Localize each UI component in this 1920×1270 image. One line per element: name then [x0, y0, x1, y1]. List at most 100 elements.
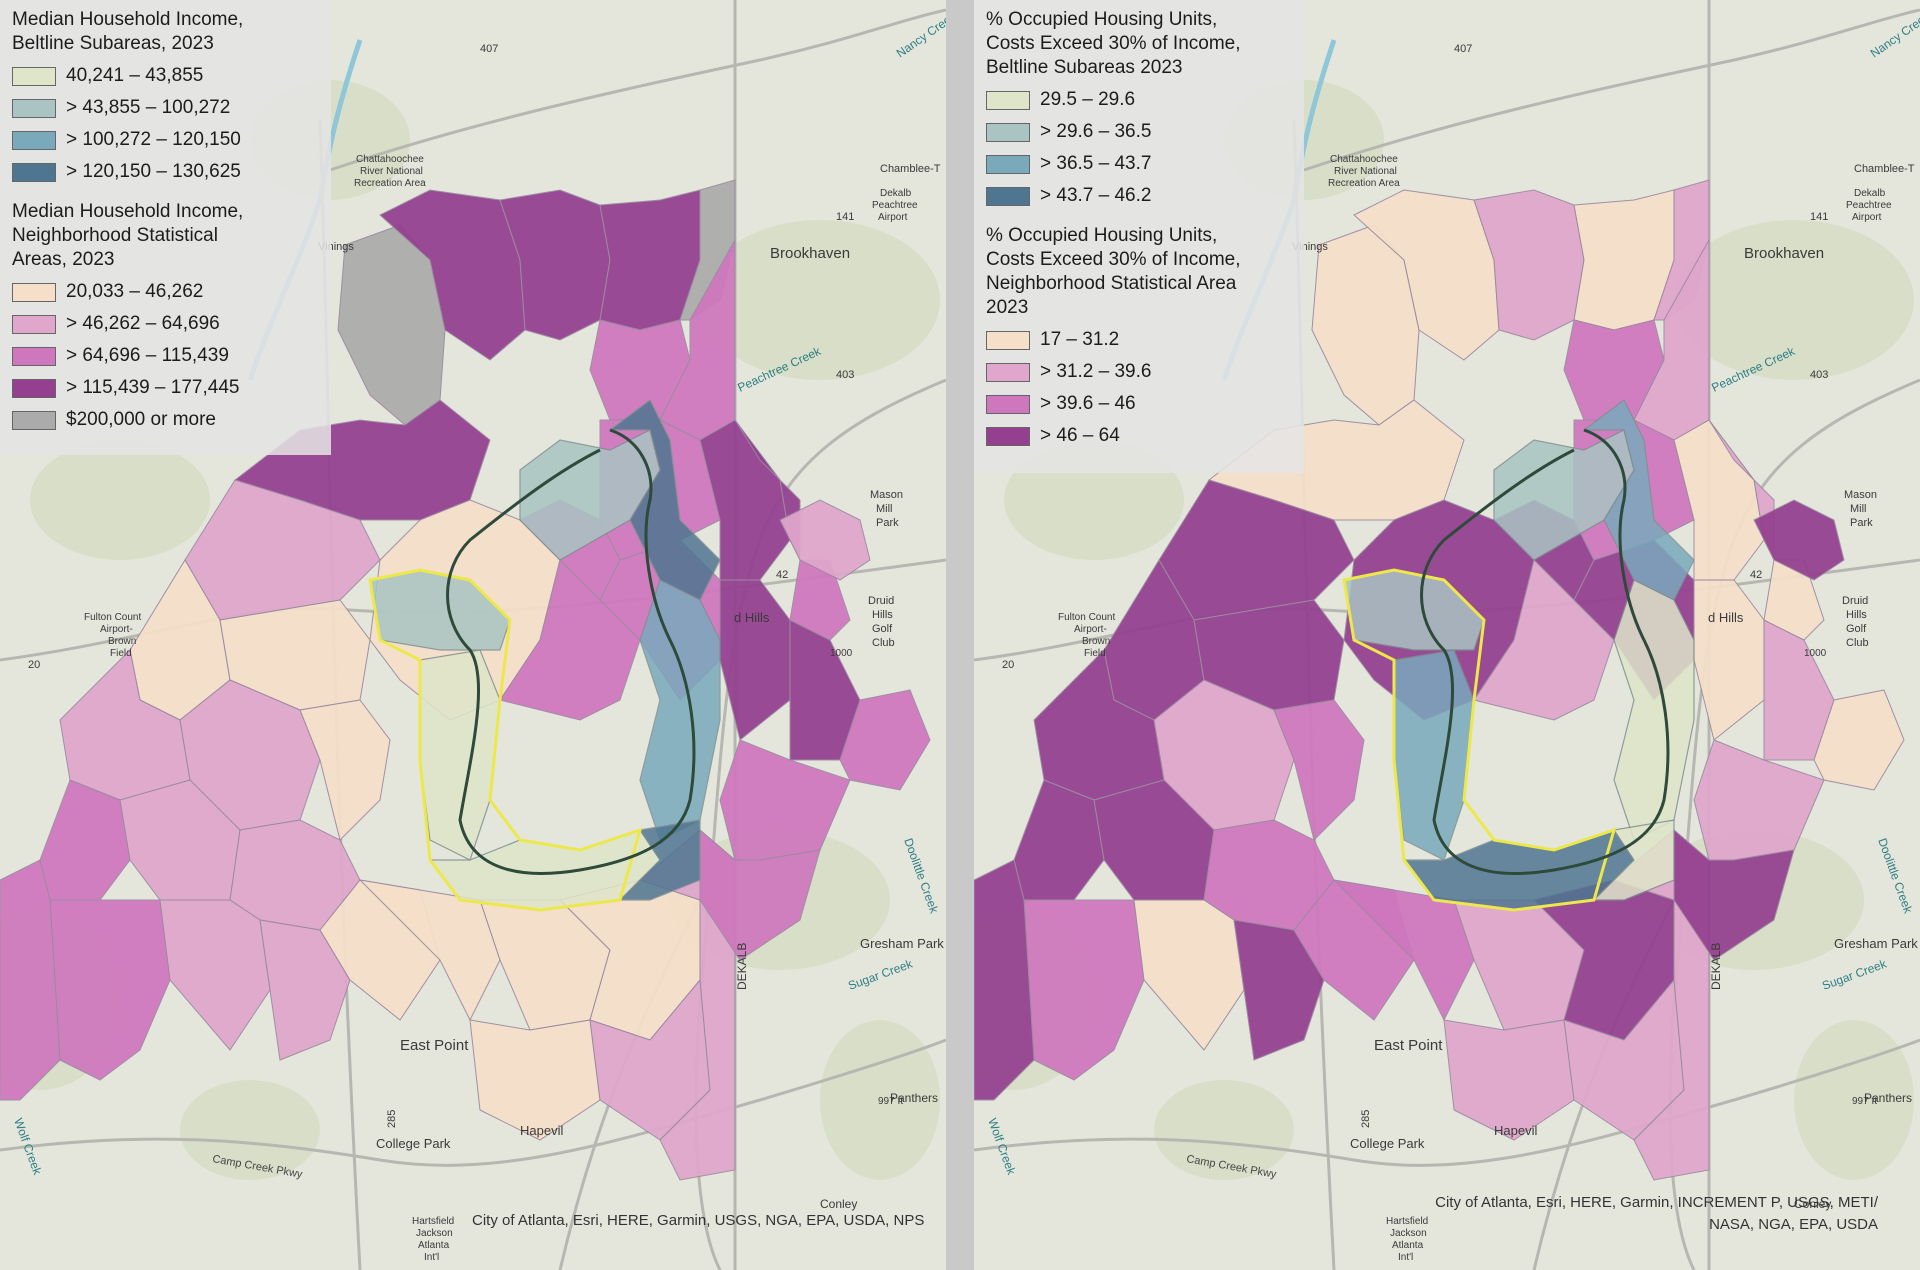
legend-swatch: [986, 426, 1030, 446]
housing-cost-map-canvas[interactable]: Brookhaven East Point College Park Hapevil C…: [974, 0, 1920, 1270]
legend-swatch: [12, 162, 56, 182]
place-label-hapeville: Hapevil: [520, 1123, 563, 1138]
place-label-brookhaven: Brookhaven: [1744, 245, 1824, 262]
park-area: [1674, 220, 1914, 380]
legend-item: > 115,439 – 177,445: [12, 372, 317, 404]
place-label-conley: Conley: [1794, 1197, 1831, 1211]
legend-swatch: [986, 186, 1030, 206]
housing-cost-legend: % Occupied Housing Units, Costs Exceed 3…: [974, 0, 1304, 473]
legend-item: > 100,272 – 120,150: [12, 124, 317, 156]
place-label-chamblee: Chamblee-T: [880, 163, 941, 175]
place-label-chattahoochee: Chattahoochee: [1330, 154, 1398, 165]
nsa-legend-title: % Occupied Housing Units, Costs Exceed 3…: [986, 225, 1241, 318]
place-label-dekalb-airport: Peachtree: [872, 200, 918, 211]
place-label-hartsfield: Hartsfield: [412, 1216, 454, 1227]
place-label-druid-hills-golf: Hills: [1846, 609, 1867, 621]
nsa-legend-title: Median Household Income, Neighborhood St…: [12, 201, 244, 270]
road-label-407: 407: [480, 43, 498, 55]
legend-swatch: [12, 314, 56, 334]
road-label-407: 407: [1454, 43, 1472, 55]
nsa-mason-mill: [1753, 499, 1845, 581]
road-label-285: 285: [1360, 1110, 1372, 1128]
nsa-southwest-edge: [0, 859, 61, 1101]
place-label-panthers: Panthers: [1864, 1091, 1912, 1105]
legend-swatch: [12, 410, 56, 430]
place-label-brookhaven: Brookhaven: [770, 245, 850, 262]
legend-swatch: [986, 154, 1030, 174]
place-label-chamblee: Chamblee-T: [1854, 163, 1915, 175]
legend-item: > 120,150 – 130,625: [12, 156, 317, 188]
housing-cost-map-panel[interactable]: Brookhaven East Point College Park Hapevil C…: [974, 0, 1920, 1270]
place-label-fulton-airport: Fulton Count: [84, 612, 141, 623]
beltline-southeast: [1592, 819, 1675, 901]
park-area: [180, 1080, 320, 1180]
legend-swatch: [986, 90, 1030, 110]
legend-item: > 64,696 – 115,439: [12, 340, 317, 372]
park-area: [1154, 1080, 1294, 1180]
legend-swatch: [12, 130, 56, 150]
place-label-druid-hills-golf: Club: [1846, 637, 1869, 649]
place-label-gresham-park: Gresham Park: [1834, 936, 1918, 951]
place-label-druid-hills-golf: Druid: [868, 595, 894, 607]
place-label-druid-hills: d Hills: [1708, 610, 1744, 625]
beltline-legend-title: Median Household Income, Beltline Subare…: [12, 9, 244, 54]
road-label-1000: 1000: [830, 648, 853, 659]
place-label-druid-hills-golf: Golf: [872, 623, 893, 635]
place-label-dekalb-airport: Peachtree: [1846, 200, 1892, 211]
place-label-fulton-airport: Brown: [108, 636, 136, 647]
place-label-hartsfield: Atlanta: [1392, 1240, 1424, 1251]
place-label-druid-hills-golf: Hills: [872, 609, 893, 621]
place-label-mason-mill: Mill: [1850, 503, 1867, 515]
legend-item: 29.5 – 29.6: [986, 84, 1290, 116]
map-attribution: City of Atlanta, Esri, HERE, Garmin, USG…: [472, 1212, 925, 1229]
park-area: [1794, 1020, 1914, 1180]
beltline-southeast: [618, 819, 701, 901]
legend-item: > 43,855 – 100,272: [12, 92, 317, 124]
nsa-far-east: [839, 689, 931, 791]
road-label-285: 285: [386, 1110, 398, 1128]
road-label-403: 403: [1810, 369, 1828, 381]
place-label-college-park: College Park: [376, 1136, 451, 1151]
tad-boundary-outline: [368, 568, 643, 912]
legend-item: 20,033 – 46,262: [12, 276, 317, 308]
legend-item: > 36.5 – 43.7: [986, 148, 1290, 180]
place-label-druid-hills-golf: Druid: [1842, 595, 1868, 607]
road-label-20: 20: [1002, 659, 1014, 671]
place-label-panthers: Panthers: [890, 1091, 938, 1105]
legend-swatch: [12, 346, 56, 366]
place-label-college-park: College Park: [1350, 1136, 1425, 1151]
place-label-hapeville: Hapevil: [1494, 1123, 1537, 1138]
place-label-chattahoochee: River National: [1334, 166, 1397, 177]
road-label-997: 997 ft: [878, 1096, 903, 1107]
place-label-fulton-airport: Airport-: [100, 624, 133, 635]
legend-swatch: [986, 362, 1030, 382]
place-label-hartsfield: Int'l: [1398, 1252, 1413, 1263]
nsa-sw-1: [49, 899, 171, 1081]
tad-boundary-outline: [1342, 568, 1617, 912]
road-label-997: 997 ft: [1852, 1096, 1877, 1107]
highway-line: [0, 1038, 946, 1167]
legend-swatch: [12, 66, 56, 86]
beltline-trail-line: [1420, 428, 1670, 875]
road-label-42: 42: [1750, 569, 1762, 581]
legend-swatch: [12, 378, 56, 398]
nsa-center-2: [499, 559, 641, 721]
place-label-fulton-airport: Airport-: [1074, 624, 1107, 635]
road-label-42: 42: [776, 569, 788, 581]
legend-item: > 46,262 – 64,696: [12, 308, 317, 340]
place-label-chattahoochee: Chattahoochee: [356, 154, 424, 165]
place-label-hartsfield: Hartsfield: [1386, 1216, 1428, 1227]
place-label-fulton-airport: Field: [1084, 648, 1106, 659]
county-label-dekalb: DEKALB: [735, 943, 749, 990]
legend-item: 17 – 31.2: [986, 324, 1290, 356]
place-label-chattahoochee: Recreation Area: [1328, 178, 1400, 189]
park-area: [30, 440, 210, 560]
place-label-east-point: East Point: [1374, 1037, 1443, 1054]
legend-item: $200,000 or more: [12, 404, 317, 436]
nsa-west-6: [1273, 699, 1365, 841]
legend-item: > 43.7 – 46.2: [986, 180, 1290, 212]
legend-swatch: [986, 330, 1030, 350]
income-map-panel[interactable]: Brookhaven East Point College Park Hapevil C…: [0, 0, 946, 1270]
road-label-141: 141: [1810, 211, 1828, 223]
